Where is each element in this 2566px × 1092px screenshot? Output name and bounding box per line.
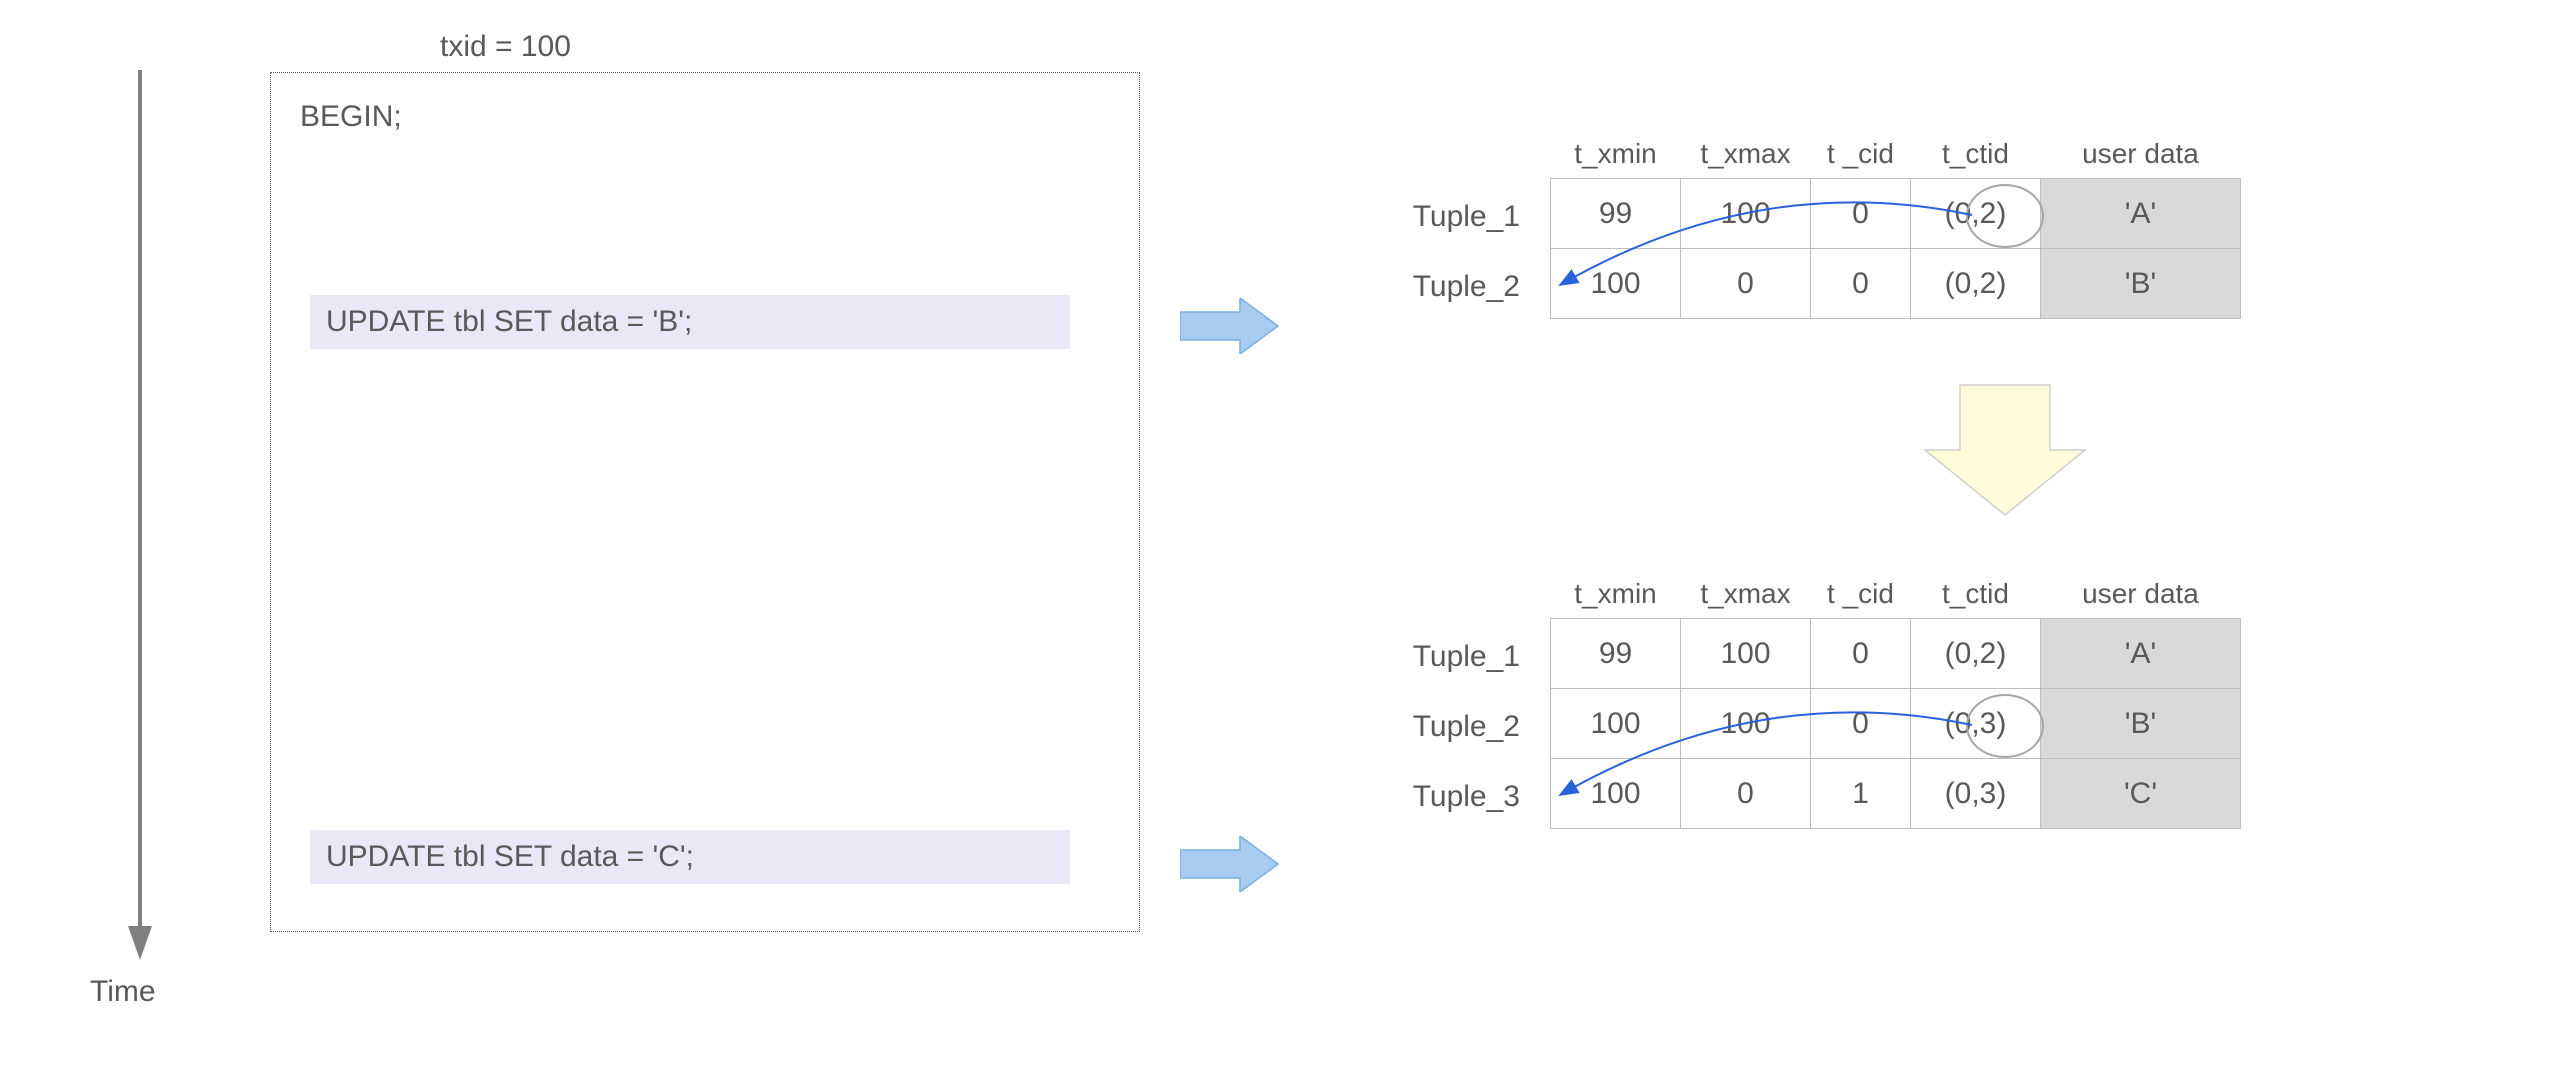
table2-header-row: t_xmin t_xmax t _cid t_ctid user data [1551,570,2241,619]
cell-xmin: 100 [1551,759,1681,829]
begin-statement: BEGIN; [300,100,402,134]
transaction-box [270,72,1140,932]
cell-cid: 0 [1811,179,1911,249]
th-userdata: user data [2041,570,2241,619]
table-row: 99 100 0 (0,2) 'A' [1551,619,2241,689]
cell-xmin: 99 [1551,619,1681,689]
tuple-table-2: t_xmin t_xmax t _cid t_ctid user data 99… [1550,570,2241,829]
cell-xmin: 100 [1551,249,1681,319]
cell-ctid: (0,3) [1911,689,2041,759]
cell-xmin: 100 [1551,689,1681,759]
tuple2-row1-label: Tuple_1 [1320,640,1520,674]
cell-userdata: 'C' [2041,759,2241,829]
cell-cid: 0 [1811,249,1911,319]
tuple1-row1-label: Tuple_1 [1320,200,1520,234]
th-userdata: user data [2041,130,2241,179]
th-xmax: t_xmax [1681,130,1811,179]
th-ctid: t_ctid [1911,570,2041,619]
txid-label: txid = 100 [440,30,571,64]
tuple2-row3-label: Tuple_3 [1320,780,1520,814]
sql-update-c: UPDATE tbl SET data = 'C'; [310,830,1070,884]
cell-xmin: 99 [1551,179,1681,249]
table-row: 99 100 0 (0,2) 'A' [1551,179,2241,249]
th-xmin: t_xmin [1551,130,1681,179]
arrow-right-1 [1180,298,1280,354]
table-row: 100 0 1 (0,3) 'C' [1551,759,2241,829]
down-arrow [1920,380,2090,520]
th-xmax: t_xmax [1681,570,1811,619]
tuple2-row2-label: Tuple_2 [1320,710,1520,744]
cell-xmax: 100 [1681,619,1811,689]
cell-ctid: (0,3) [1911,759,2041,829]
th-ctid: t_ctid [1911,130,2041,179]
table1-header-row: t_xmin t_xmax t _cid t_ctid user data [1551,130,2241,179]
th-xmin: t_xmin [1551,570,1681,619]
cell-xmax: 100 [1681,179,1811,249]
time-axis-arrow [128,70,168,970]
th-cid: t _cid [1811,570,1911,619]
cell-userdata: 'B' [2041,249,2241,319]
sql-update-b: UPDATE tbl SET data = 'B'; [310,295,1070,349]
cell-xmax: 0 [1681,759,1811,829]
table-row: 100 0 0 (0,2) 'B' [1551,249,2241,319]
cell-userdata: 'A' [2041,179,2241,249]
cell-userdata: 'A' [2041,619,2241,689]
tuple1-row2-label: Tuple_2 [1320,270,1520,304]
cell-xmax: 0 [1681,249,1811,319]
cell-cid: 0 [1811,689,1911,759]
cell-ctid: (0,2) [1911,179,2041,249]
cell-xmax: 100 [1681,689,1811,759]
arrow-right-2 [1180,836,1280,892]
cell-cid: 1 [1811,759,1911,829]
cell-ctid: (0,2) [1911,249,2041,319]
th-cid: t _cid [1811,130,1911,179]
time-label: Time [90,975,156,1009]
cell-cid: 0 [1811,619,1911,689]
table-row: 100 100 0 (0,3) 'B' [1551,689,2241,759]
tuple-table-1: t_xmin t_xmax t _cid t_ctid user data 99… [1550,130,2241,319]
cell-ctid: (0,2) [1911,619,2041,689]
cell-userdata: 'B' [2041,689,2241,759]
